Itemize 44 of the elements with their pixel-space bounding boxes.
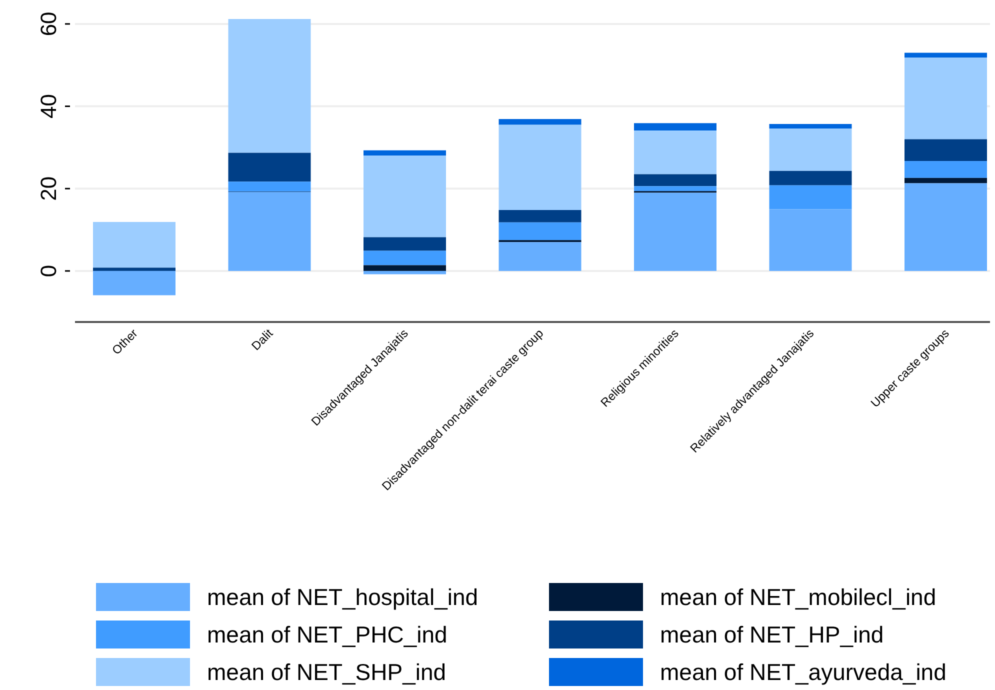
bar [634,123,716,131]
legend-label: mean of NET_ayurveda_ind [660,659,946,685]
bar [364,237,446,251]
bar [904,183,987,271]
bar [769,209,852,271]
legend-label: mean of NET_PHC_ind [207,622,448,648]
bar [498,242,582,271]
bar [498,124,582,210]
bar [364,250,446,266]
bar [364,150,446,156]
bar [904,52,987,58]
y-tick-label: 20 [36,176,61,201]
bar [634,174,716,186]
bar [228,152,311,182]
bar [769,128,852,171]
bar [364,270,446,274]
bar [93,222,176,268]
bar [228,182,311,192]
legend-label: mean of NET_mobilecl_ind [660,584,936,610]
bar [769,124,852,129]
bar [498,222,582,240]
bar [228,192,311,271]
y-tick-label: 60 [36,12,61,36]
y-tick-label: 0 [36,264,61,278]
bar [634,130,716,174]
legend-label: mean of NET_HP_ind [660,622,884,648]
bar [634,186,716,192]
y-tick-label: 40 [36,94,61,119]
bar [904,178,987,184]
bar [904,161,987,178]
bar [634,192,716,271]
bar [769,185,852,210]
legend-label: mean of NET_SHP_ind [207,659,446,685]
bar [93,268,176,271]
bar [364,156,446,238]
bar [364,265,446,271]
bar [93,270,176,296]
bar [498,119,582,125]
bar [228,19,311,153]
bar [498,210,582,222]
legend-label: mean of NET_hospital_ind [207,584,478,610]
bar [769,170,852,186]
bar [904,139,987,162]
bar [904,58,987,140]
